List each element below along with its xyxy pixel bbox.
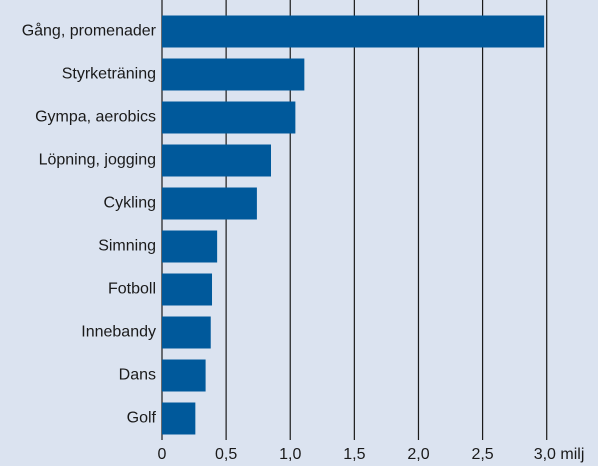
bar <box>162 402 196 435</box>
x-tick-label: 2,0 <box>407 446 429 463</box>
bar <box>162 316 211 349</box>
x-tick-label: 0 <box>158 446 167 463</box>
bar <box>162 273 213 306</box>
x-tick-label: 1,0 <box>279 446 301 463</box>
y-tick-label: Fotboll <box>108 281 156 298</box>
bar <box>162 144 271 177</box>
y-tick-label: Simning <box>98 238 156 255</box>
y-tick-label: Golf <box>127 410 157 427</box>
y-tick-label: Löpning, jogging <box>39 152 156 169</box>
x-tick-label: 2,5 <box>471 446 493 463</box>
bar <box>162 359 206 392</box>
y-tick-label: Gympa, aerobics <box>35 109 156 126</box>
y-tick-label: Styrketräning <box>62 66 156 83</box>
x-tick-label: 3,0 milj <box>534 446 585 463</box>
y-tick-label: Dans <box>119 367 156 384</box>
x-tick-label: 0,5 <box>215 446 237 463</box>
x-tick-label: 1,5 <box>343 446 365 463</box>
bar <box>162 230 218 263</box>
bar <box>162 187 257 220</box>
bar <box>162 15 545 48</box>
y-tick-label: Innebandy <box>81 324 156 341</box>
y-tick-label: Gång, promenader <box>22 22 157 40</box>
bar <box>162 101 296 134</box>
y-tick-label: Cykling <box>104 195 156 212</box>
bar <box>162 58 305 91</box>
